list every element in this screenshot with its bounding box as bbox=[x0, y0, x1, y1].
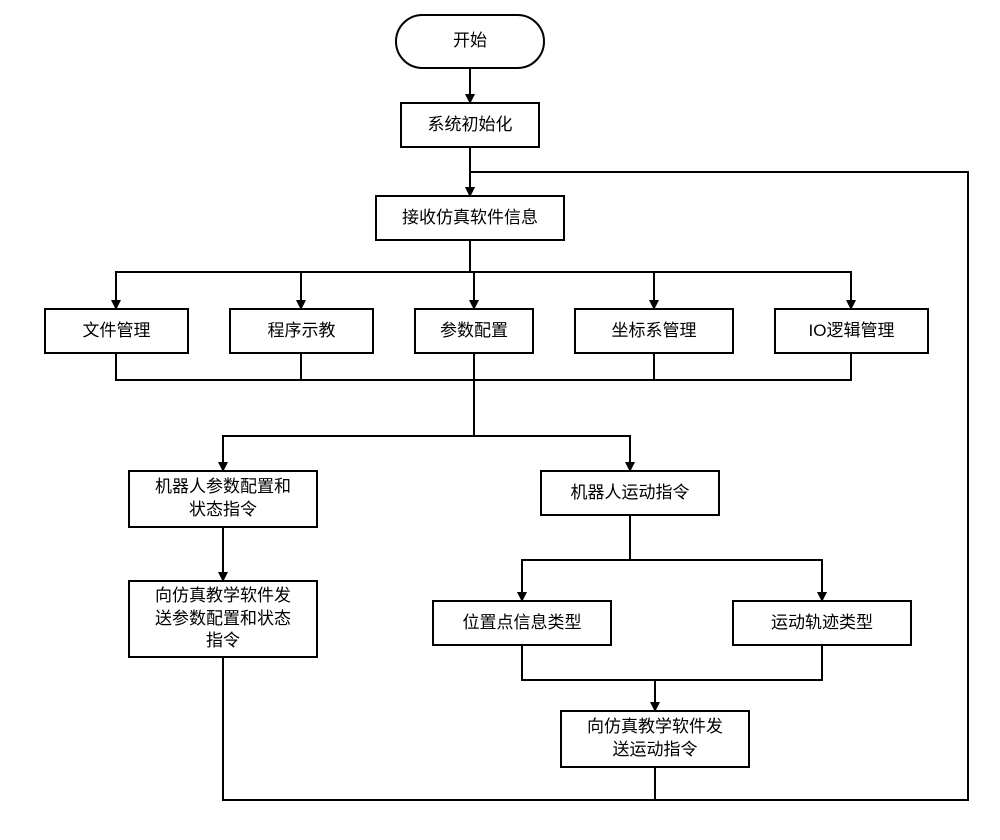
robot-motion-label: 机器人运动指令 bbox=[571, 482, 690, 505]
start-node: 开始 bbox=[395, 14, 545, 69]
teach-label: 程序示教 bbox=[268, 320, 336, 343]
init-label: 系统初始化 bbox=[428, 114, 513, 137]
recv-node: 接收仿真软件信息 bbox=[375, 195, 565, 241]
robot-param-label: 机器人参数配置和状态指令 bbox=[155, 476, 291, 522]
io-label: IO逻辑管理 bbox=[809, 320, 895, 343]
file-label: 文件管理 bbox=[83, 320, 151, 343]
position-type-node: 位置点信息类型 bbox=[432, 600, 612, 646]
trajectory-type-label: 运动轨迹类型 bbox=[771, 612, 873, 635]
robot-motion-node: 机器人运动指令 bbox=[540, 470, 720, 516]
position-type-label: 位置点信息类型 bbox=[463, 612, 582, 635]
io-node: IO逻辑管理 bbox=[774, 308, 929, 354]
send-motion-label: 向仿真教学软件发送运动指令 bbox=[587, 716, 723, 762]
robot-param-node: 机器人参数配置和状态指令 bbox=[128, 470, 318, 528]
param-node: 参数配置 bbox=[414, 308, 534, 354]
send-param-label: 向仿真教学软件发送参数配置和状态指令 bbox=[155, 585, 291, 654]
trajectory-type-node: 运动轨迹类型 bbox=[732, 600, 912, 646]
init-node: 系统初始化 bbox=[400, 102, 540, 148]
start-label: 开始 bbox=[453, 30, 487, 53]
send-motion-node: 向仿真教学软件发送运动指令 bbox=[560, 710, 750, 768]
teach-node: 程序示教 bbox=[229, 308, 374, 354]
recv-label: 接收仿真软件信息 bbox=[402, 207, 538, 230]
coord-label: 坐标系管理 bbox=[612, 320, 697, 343]
coord-node: 坐标系管理 bbox=[574, 308, 734, 354]
param-label: 参数配置 bbox=[440, 320, 508, 343]
file-node: 文件管理 bbox=[44, 308, 189, 354]
send-param-node: 向仿真教学软件发送参数配置和状态指令 bbox=[128, 580, 318, 658]
